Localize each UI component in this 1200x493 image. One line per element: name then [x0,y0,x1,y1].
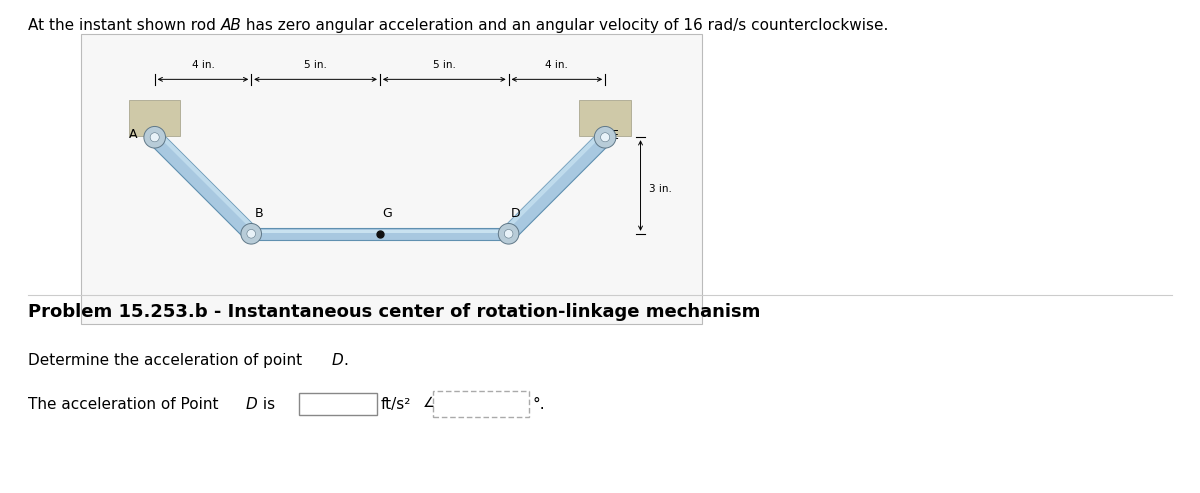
Text: 5 in.: 5 in. [304,60,328,70]
Text: The acceleration of Point: The acceleration of Point [28,397,223,412]
Circle shape [241,223,262,244]
Bar [128,100,180,136]
Text: .: . [343,353,348,368]
Text: is: is [258,397,275,412]
Circle shape [594,126,616,148]
Text: D: D [332,353,343,368]
Text: D: D [246,397,258,412]
Text: AB: AB [221,18,242,33]
Text: G: G [383,207,392,220]
Bar [299,393,377,415]
Circle shape [504,229,512,238]
Text: D: D [511,207,521,220]
Circle shape [150,133,160,142]
Bar [433,391,529,417]
Text: A: A [128,128,137,141]
Text: °.: °. [532,397,545,412]
Polygon shape [149,132,257,240]
Polygon shape [503,132,602,232]
Text: Problem 15.253.b - Instantaneous center of rotation-linkage mechanism: Problem 15.253.b - Instantaneous center … [28,303,761,321]
Text: ∠: ∠ [424,396,436,410]
Text: 5 in.: 5 in. [433,60,456,70]
Text: 4 in.: 4 in. [192,60,215,70]
Bar [580,100,631,136]
Circle shape [600,133,610,142]
Text: B: B [256,207,264,220]
Text: 3 in.: 3 in. [648,184,672,194]
Text: Determine the acceleration of point: Determine the acceleration of point [28,353,307,368]
Circle shape [498,223,518,244]
Circle shape [144,126,166,148]
Text: 4 in.: 4 in. [546,60,569,70]
Bar [246,228,514,240]
Circle shape [247,229,256,238]
Text: has zero angular acceleration and an angular velocity of 16 rad/s counterclockwi: has zero angular acceleration and an ang… [241,18,888,33]
Text: At the instant shown rod: At the instant shown rod [28,18,221,33]
Text: ft/s²: ft/s² [382,397,412,412]
Text: E: E [611,129,619,142]
Polygon shape [503,132,611,240]
Polygon shape [157,132,257,232]
Bar [246,230,514,233]
